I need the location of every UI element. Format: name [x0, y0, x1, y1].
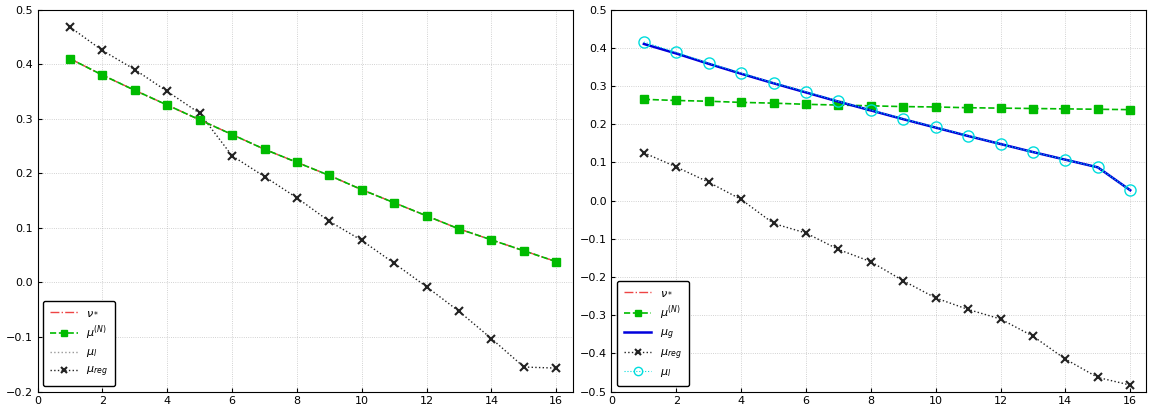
Legend: $\nu_*$, $\mu^{(N)}$, $\mu_g$, $\mu_{reg}$, $\mu_l$: $\nu_*$, $\mu^{(N)}$, $\mu_g$, $\mu_{reg… [617, 281, 689, 386]
Legend: $\nu_*$, $\mu^{(N)}$, $\mu_l$, $\mu_{reg}$: $\nu_*$, $\mu^{(N)}$, $\mu_l$, $\mu_{reg… [43, 301, 115, 386]
